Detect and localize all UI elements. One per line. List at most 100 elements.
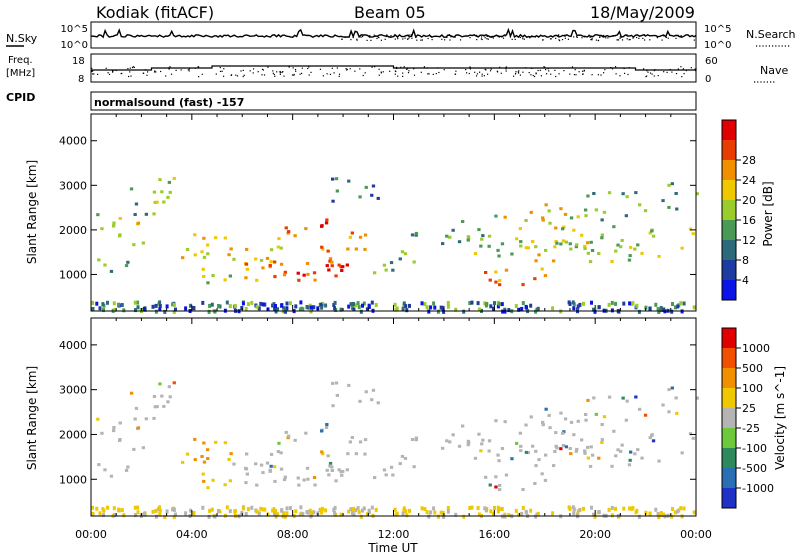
velocity-cell <box>112 506 116 511</box>
n-search-point <box>576 36 578 38</box>
nave-point <box>395 70 397 73</box>
n-search-point <box>350 39 352 41</box>
nave-point <box>682 68 684 70</box>
y-tick-label: 1000 <box>59 268 87 281</box>
velocity-cell <box>284 430 288 434</box>
beam-title: Beam 05 <box>354 3 426 22</box>
velocity-cell <box>346 452 350 456</box>
velocity-cell <box>494 419 498 423</box>
power-panel: 1000 2000 3000 4000 Slant Range [km] 4 8 12 16… <box>25 113 775 314</box>
nave-point <box>346 68 348 70</box>
nave-point <box>201 73 203 75</box>
power-cell <box>500 302 504 307</box>
velocity-cell <box>207 514 211 519</box>
n-search-point <box>377 36 379 38</box>
power-cell <box>480 237 484 241</box>
velocity-cell <box>429 510 433 515</box>
velocity-cell <box>370 398 374 402</box>
velocity-cell <box>446 509 450 514</box>
power-cell <box>306 272 310 276</box>
nave-point <box>272 70 274 72</box>
velocity-cell <box>367 510 371 514</box>
power-cell <box>152 190 157 194</box>
velocity-cell <box>487 449 491 453</box>
velocity-cell <box>302 478 306 482</box>
velocity-cell <box>133 505 137 510</box>
velocity-cell <box>492 511 495 516</box>
velocity-cell <box>667 410 671 414</box>
velocity-cell <box>622 506 626 511</box>
n-search-point <box>497 35 499 37</box>
power-cell <box>306 305 310 310</box>
n-search-point <box>605 37 607 39</box>
power-cell <box>370 193 374 197</box>
power-y-axis: 1000 2000 3000 4000 <box>59 135 696 281</box>
power-cell <box>299 300 303 305</box>
velocity-cell <box>483 506 487 511</box>
n-search-point <box>362 35 364 38</box>
power-cell <box>320 224 324 228</box>
nave-point <box>539 69 541 71</box>
power-cell <box>136 305 140 310</box>
power-cell <box>654 302 658 307</box>
nave-point <box>322 75 324 77</box>
power-cell <box>327 268 331 272</box>
velocity-cell <box>673 510 677 515</box>
power-cell <box>172 309 176 314</box>
power-cell <box>328 259 332 263</box>
power-cell <box>548 221 552 225</box>
power-cell <box>298 307 302 312</box>
nave-point <box>235 74 237 76</box>
velocity-cell <box>640 456 644 460</box>
power-cell <box>229 247 233 251</box>
power-cell <box>151 304 155 309</box>
power-cell <box>113 308 117 312</box>
velocity-colorbar: 1000 500 100 25 -25 -100 -500 -1000 <box>721 327 774 509</box>
nave-point <box>331 67 333 69</box>
power-cell <box>206 252 210 256</box>
date-title: 18/May/2009 <box>590 3 695 22</box>
nave-point <box>276 71 278 73</box>
power-cell <box>313 278 317 282</box>
nave-point <box>194 67 196 69</box>
velocity-cell <box>423 507 427 511</box>
power-cell <box>441 305 445 310</box>
velocity-cell <box>102 513 105 518</box>
y-tick-label: 4000 <box>59 339 87 352</box>
velocity-cell <box>370 505 374 510</box>
velocity-cell <box>600 438 604 442</box>
power-cell <box>651 234 656 238</box>
power-cell <box>302 273 306 277</box>
power-cell <box>679 301 683 306</box>
velocity-cell <box>151 509 155 514</box>
power-cell <box>200 250 204 254</box>
velocity-cell <box>293 438 297 442</box>
nave-point <box>519 74 521 76</box>
n-search-point <box>576 36 578 38</box>
n-search-point <box>636 36 638 39</box>
velocity-cell <box>106 505 109 510</box>
velocity-cell <box>363 452 367 456</box>
power-cell <box>296 271 300 275</box>
velocity-cell <box>354 508 358 513</box>
velocity-cell <box>312 510 316 515</box>
colorbar-swatch <box>722 200 736 221</box>
nave-point <box>683 73 685 75</box>
velocity-cell <box>160 394 164 398</box>
velocity-cell <box>324 426 329 429</box>
power-cell <box>364 185 368 189</box>
power-cell <box>172 302 176 307</box>
nave-point <box>582 70 584 72</box>
nave-point <box>547 68 549 70</box>
nave-point <box>389 70 391 72</box>
power-cell <box>293 234 297 238</box>
power-cell <box>331 177 335 181</box>
velocity-cell <box>282 478 287 482</box>
nave-point <box>155 71 157 73</box>
power-cell <box>695 192 699 196</box>
n-search-point <box>394 38 396 40</box>
velocity-cell <box>363 438 368 442</box>
n-search-point <box>427 37 429 40</box>
nave-point <box>466 72 468 74</box>
